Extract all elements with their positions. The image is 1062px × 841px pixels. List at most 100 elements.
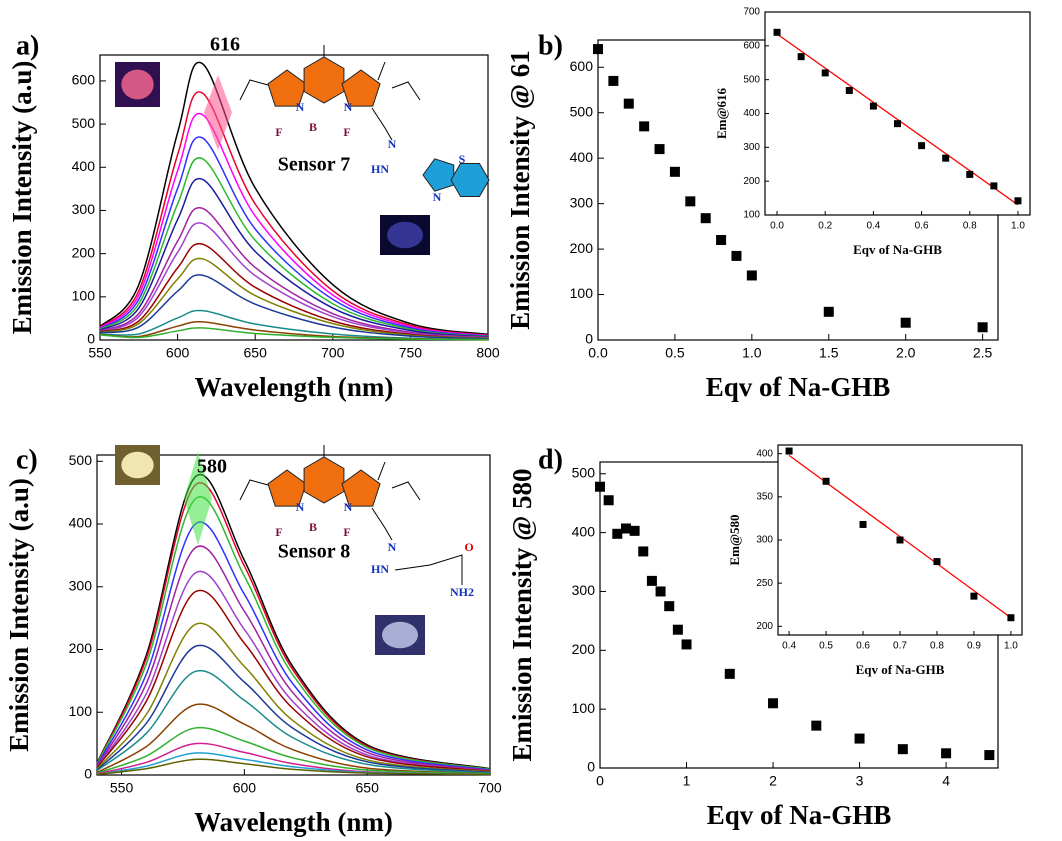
spectrum-line [96, 758, 491, 776]
y-axis-title: Em@616 [714, 87, 729, 139]
peak-highlight [184, 452, 212, 545]
y-axis-title: Emission Intensity (a.u) [7, 61, 37, 335]
data-point [821, 69, 829, 77]
ring [267, 69, 307, 107]
y-tick-label: 500 [570, 103, 594, 119]
x-tick-label: 0.4 [866, 221, 880, 232]
x-axis-title: Wavelength (nm) [194, 807, 393, 837]
bond [377, 61, 386, 81]
data-point [966, 170, 974, 178]
data-point [593, 44, 603, 55]
spectrum-line [96, 726, 491, 775]
bond [239, 79, 269, 101]
peak-label: 616 [210, 34, 240, 56]
peak-highlight [204, 75, 232, 150]
y-tick-label: 400 [756, 448, 773, 459]
y-tick-label: 0 [587, 759, 595, 775]
y-tick-label: 100 [743, 210, 760, 221]
data-point [970, 592, 978, 600]
y-tick-label: 300 [69, 577, 93, 593]
data-point [746, 270, 757, 281]
atom-label: B [309, 120, 317, 134]
bond [371, 507, 393, 541]
y-tick-label: 500 [572, 464, 596, 480]
sensor-label: Sensor 8 [278, 541, 350, 563]
data-point [638, 546, 649, 557]
atom-label: O [464, 540, 473, 554]
y-axis-title: Emission Intensity @ 61 [505, 50, 535, 329]
spectrum-line [96, 570, 491, 772]
x-tick-label: 4 [942, 773, 950, 789]
x-tick-label: 550 [110, 780, 134, 796]
x-axis-title: Eqv of Na-GHB [856, 662, 945, 677]
panel-label: d) [538, 444, 563, 475]
y-tick-label: 600 [72, 72, 96, 88]
x-axis-title: Eqv of Na-GHB [853, 242, 942, 257]
vial-glow [121, 451, 154, 479]
spectrum-line [96, 545, 491, 772]
x-tick-label: 3 [856, 773, 864, 789]
data-point [646, 575, 657, 586]
x-axis-title: Eqv of Na-GHB [707, 800, 892, 830]
ring [303, 456, 345, 504]
y-tick-label: 0 [84, 766, 92, 782]
data-point [859, 520, 867, 528]
y-tick-label: 200 [72, 244, 96, 260]
data-point [608, 75, 619, 86]
data-point [664, 601, 675, 612]
x-axis-title: Wavelength (nm) [195, 372, 394, 402]
data-point [942, 154, 950, 162]
data-point [1007, 614, 1015, 622]
x-tick-label: 0.9 [967, 641, 981, 652]
x-tick-label: 0 [596, 773, 604, 789]
vial-glow [121, 69, 154, 100]
data-point [797, 53, 805, 61]
data-point [990, 182, 998, 190]
data-point [854, 733, 865, 744]
spectrum-line [99, 157, 489, 338]
x-tick-label: 0.4 [782, 641, 796, 652]
bond [377, 461, 386, 481]
y-tick-label: 0 [585, 331, 593, 347]
y-tick-label: 400 [72, 158, 96, 174]
ring [303, 56, 345, 104]
data-point [612, 528, 623, 539]
data-point [716, 235, 727, 245]
spectrum-line [96, 703, 491, 775]
x-tick-label: 600 [233, 780, 257, 796]
x-tick-label: 2 [769, 773, 777, 789]
data-point [900, 317, 911, 328]
data-point [822, 477, 830, 485]
y-tick-label: 200 [570, 240, 594, 256]
data-point [623, 98, 634, 109]
atom-label: F [275, 525, 282, 539]
data-point [681, 639, 692, 650]
x-tick-label: 1.0 [1011, 221, 1025, 232]
y-tick-label: 300 [572, 582, 596, 598]
atom-label: B [309, 520, 317, 534]
atom-label: NH2 [450, 585, 474, 599]
y-tick-label: 250 [756, 578, 773, 589]
bond [239, 479, 269, 501]
atom-label: F [343, 125, 350, 139]
x-tick-label: 550 [88, 345, 112, 361]
bond [391, 481, 421, 501]
y-axis-title: Emission Intensity @ 580 [507, 469, 537, 762]
x-tick-label: 700 [321, 345, 345, 361]
atom-label: N [388, 540, 397, 554]
x-tick-label: 0.0 [770, 221, 784, 232]
data-point [595, 481, 605, 492]
data-point [1014, 197, 1022, 205]
data-point [785, 447, 793, 455]
fit-line [776, 33, 1019, 206]
data-point [654, 144, 665, 155]
x-tick-label: 2.0 [896, 345, 916, 361]
x-tick-label: 750 [399, 345, 423, 361]
spectrum-line [99, 112, 489, 337]
panel-label: c) [16, 444, 38, 475]
vial-glow [382, 621, 418, 649]
x-tick-label: 2.5 [973, 345, 993, 361]
data-point [669, 166, 680, 177]
y-tick-label: 600 [743, 40, 760, 51]
